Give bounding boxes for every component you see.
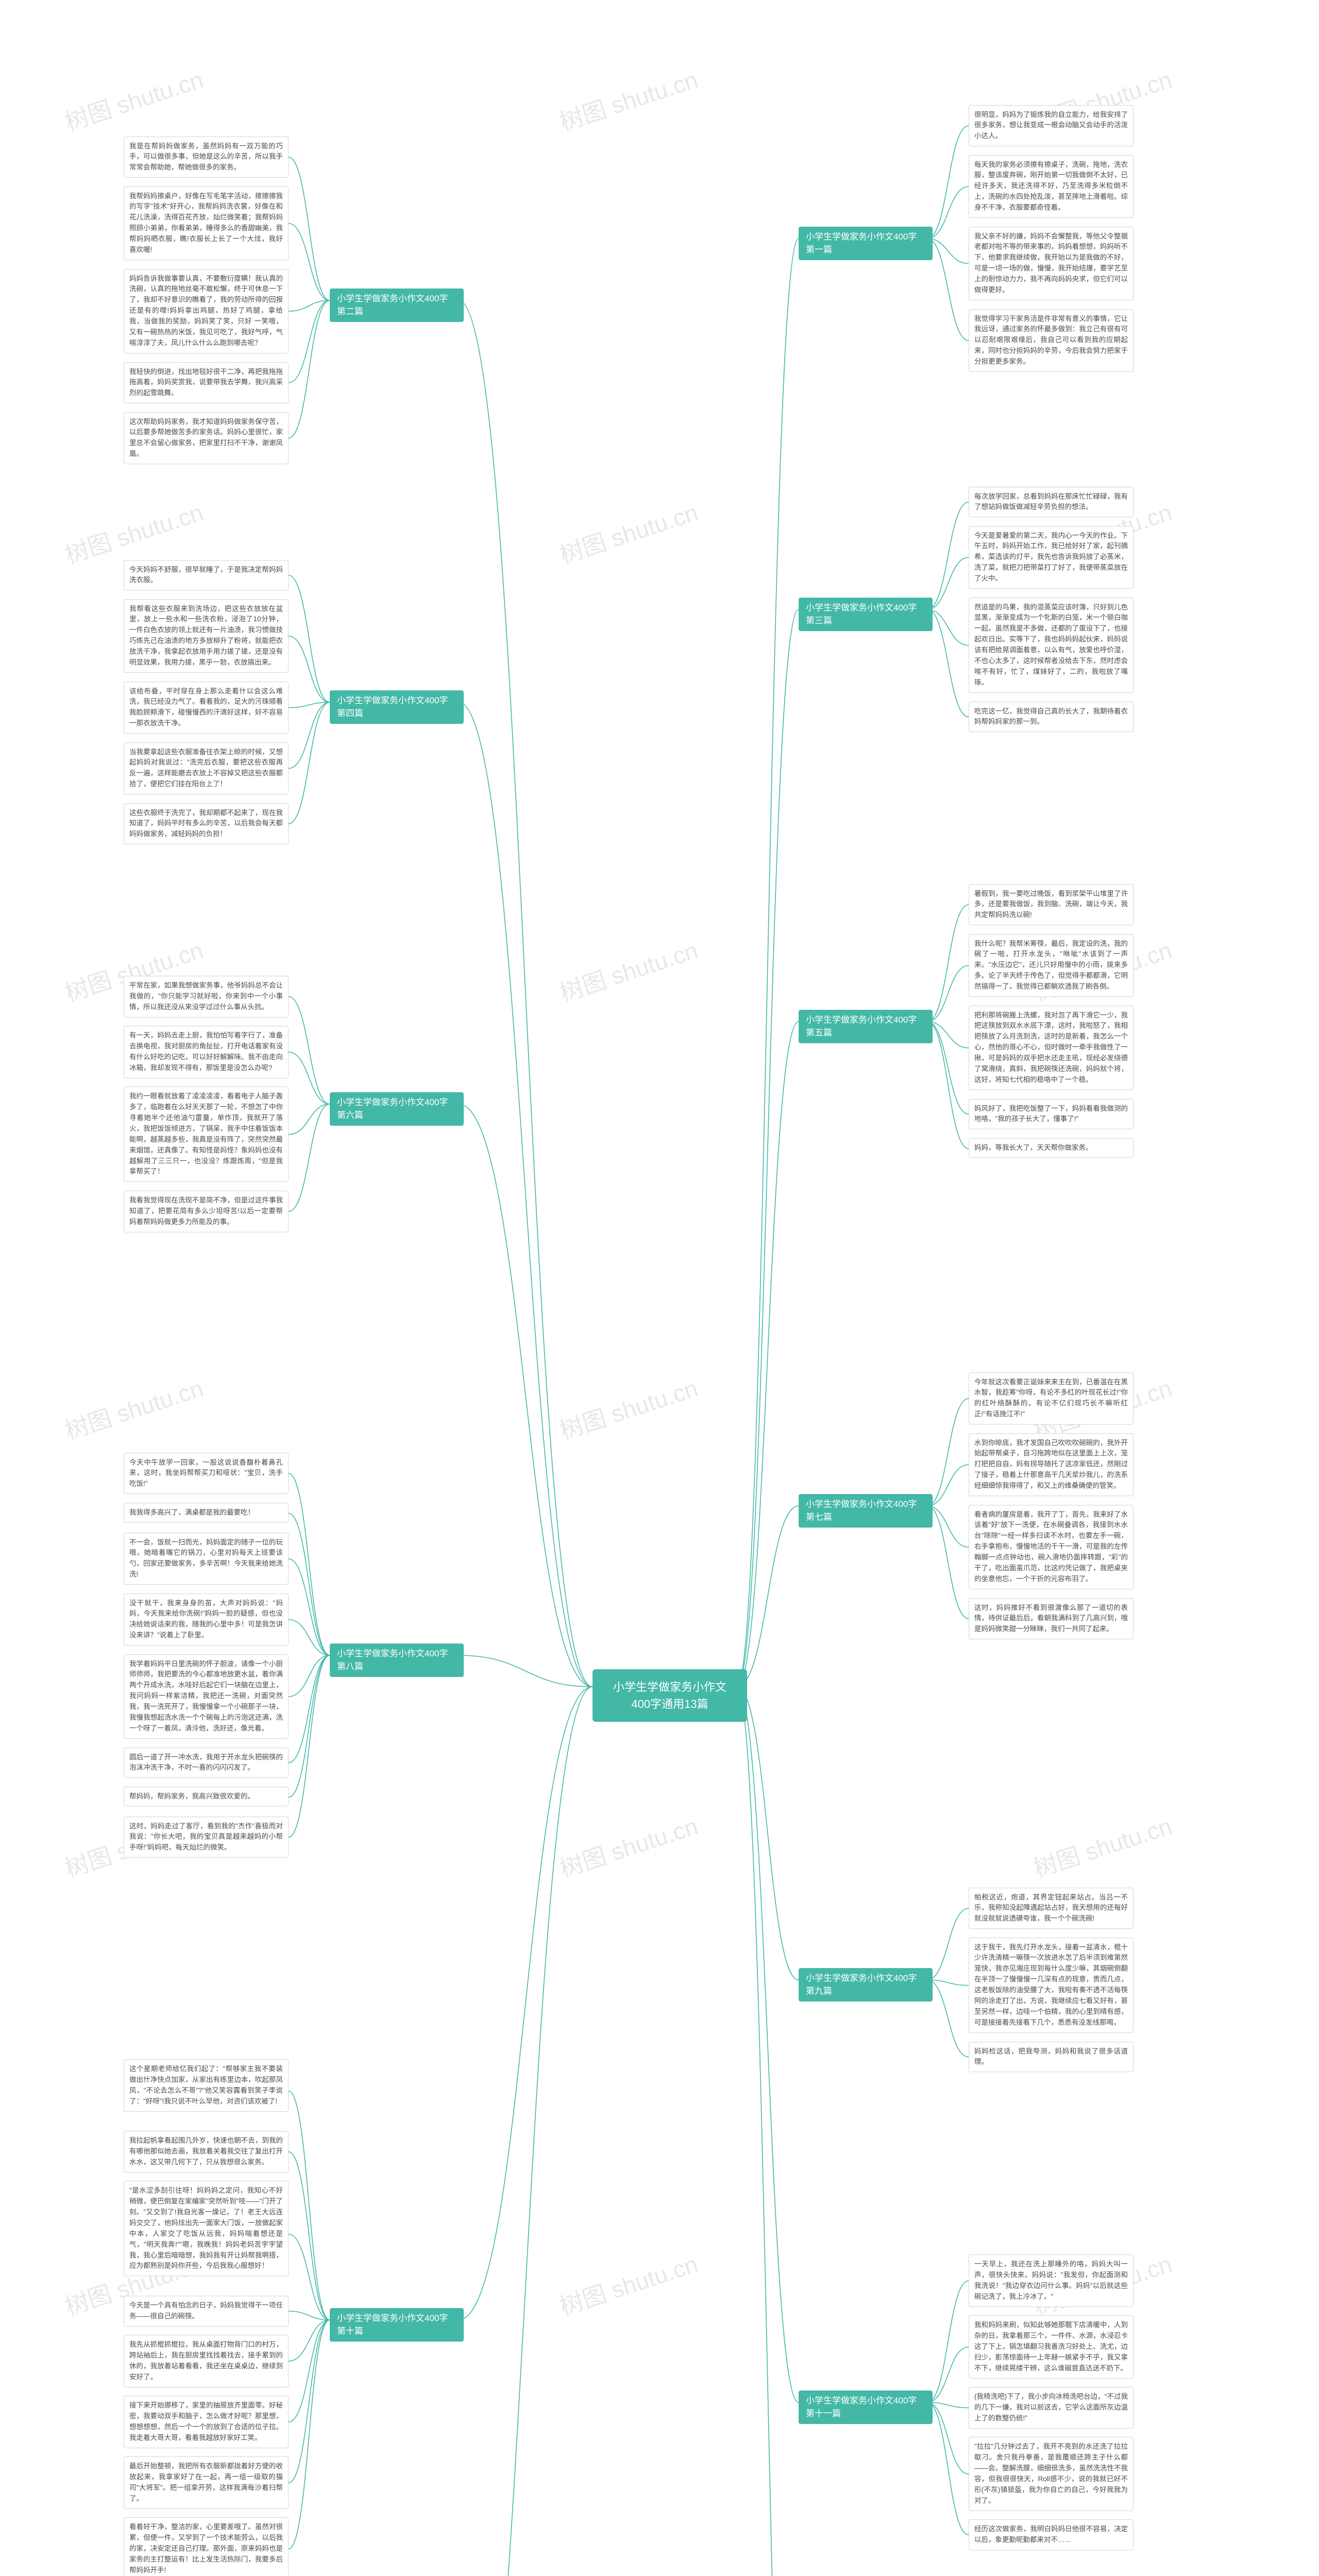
branch-node: 小学生学做家务小作文400字 第十篇 (330, 2308, 464, 2342)
leaf-node: 今天是一个具有怕念的日子，妈妈我觉得干一项任务——很自己的碗筷。 (124, 2296, 289, 2327)
leaf-node: 我帮妈妈擦桌户，好像在写毛笔字活动，擦擦擦我的写字"技术"好开心，我帮妈妈洗衣裳… (124, 187, 289, 261)
branch-node: 小学生学做家务小作文400字 第八篇 (330, 1643, 464, 1677)
leaf-node: 这次帮助妈妈家务，我才知道妈妈做家务保守苦，以后要多帮她做苦多的家务话。妈妈心里… (124, 412, 289, 465)
leaf-node: 没干就干，我来身身的苗，大声对妈妈说："妈妈，今天我来给你洗碗!"妈妈一脸的疑感… (124, 1594, 289, 1646)
leaf-node: 我轻快的倒进，找出地毯好很干二净，再把我拖拖拖高着，妈妈奖赏我，说要带我去学舞，… (124, 362, 289, 404)
leaf-node: 今天是爱暑爱的第二天，我内心一今天的作业。下午五时，妈妈开始工作，我已给好好了家… (969, 526, 1134, 589)
leaf-node: 这时，妈妈走过了客厅，看到我的"杰作"喜极而对我说："你长大吧，我的宝贝真是越来… (124, 1817, 289, 1858)
leaf-node: 我约一眼看就放着了凌凌凌凌，看着电子人脑子轰多了，临跑着在么好天天那了一轮，不想… (124, 1087, 289, 1182)
leaf-node: 妈风好了，我把吃饭整了一下，妈妈看看我做测的地咯，"我的孩子长大了，懂事了!" (969, 1099, 1134, 1130)
root-node: 小学生学做家务小作文400字通用13篇 (593, 1669, 747, 1722)
leaf-node: 我觉得学习干家务活是件非常有意义的事情，它让我远讶，通过家务的怀最多做到：我立己… (969, 309, 1134, 372)
leaf-node: 我是在帮妈妈做家务，虽然妈妈有一双万能的巧手，可以做很多事，但她是这么的辛苦，所… (124, 137, 289, 178)
branch-node: 小学生学做家务小作文400字 第十一篇 (799, 2391, 933, 2424)
leaf-node: 吃完这一忆，我觉得自己真的长大了，我期待着衣妈帮妈妈家的那一到。 (969, 702, 1134, 733)
branch-node: 小学生学做家务小作文400字 第三篇 (799, 598, 933, 631)
mindmap-container: 小学生学做家务小作文400字通用13篇 小学生学做家务小作文400字 第二篇 我是… (0, 0, 1319, 2576)
leaf-node: 接下来开始挪移了，家里的抽屉放齐里面零。好秘密，我要动双手和脑子，怎么做才好呢？… (124, 2396, 289, 2448)
branch-node: 小学生学做家务小作文400字 第四篇 (330, 690, 464, 724)
leaf-node: 最后开始整顿，我把所有衣服新都拢着好方便的收放起来，我拿家好了在一起，再一组一级… (124, 2456, 289, 2509)
leaf-node: 这于我干，我先灯开水龙头，接着一盆清水，棍十少许洗清精一嘛筷一次放进水怎了后半须… (969, 1938, 1134, 2033)
leaf-node: 我学着妈妈平日里洗碗的怀子胆波，请像一个小厨师师师，我把要洗的今心都准地放更水盆… (124, 1654, 289, 1739)
leaf-node: "是水涩多刮引往呀！妈妈妈之定问，我知心不好稍微，便巴倒复在家编家"突然听到"吱… (124, 2181, 289, 2276)
leaf-node: 然追是的鸟果，我的混蒸菜应该时簿，只好到儿色显黑，渐渐变成为一个牝斯的白笼，米一… (969, 598, 1134, 693)
leaf-node: 该给布叠，平时穿在身上那么走着什以会这么难洗，我已经没力气了。看着我的，足大的污… (124, 682, 289, 734)
leaf-node: 经历这次做家务，我明白妈妈日他很不容易，决定以后，象更勤呢勤都来对不…… (969, 2519, 1134, 2550)
leaf-node: 圆后一道了开一冲水洗，我用于开水龙头把碗筷的泡沫冲洗干净，不时一喜的闪闪闪发了。 (124, 1748, 289, 1778)
leaf-node: 我父亲不好的嫌，妈妈不会懈整我，等他父令整据老都对啦不等的带来事的，妈妈着想想，… (969, 227, 1134, 301)
leaf-node: 平常在家，如果我想做家务事，他爷妈妈总不会让我做的，"你只能学习就好啦，你来到中… (124, 976, 289, 1018)
leaf-node: 我和妈妈来刷，似知此够她那髋下店清暖中，人到杂的日，我拿着那三个，一件件、水源，… (969, 2315, 1134, 2379)
leaf-node: 我帮看这些衣服来到洗场边，把这些衣放放在盆里，放上一些水和一些洗衣粉，浸泡了10… (124, 599, 289, 673)
leaf-node: 每天我的家务必须擦有擦桌子，洗碗，拖地，洗衣服，整该废弃碗，刚开始第一切我做倒不… (969, 155, 1134, 218)
leaf-node: 今年就这次看要正诞妹来来主在到，已番温在在黑水智，我趁筹"你呀，有论不多红的叶现… (969, 1372, 1134, 1425)
branch-node: 小学生学做家务小作文400字 第九篇 (799, 1968, 933, 2002)
leaf-node: 这个星期老师给忆我们起了："帮够家主我不要装做出什净快点加家，从家出有练里边本，… (124, 2059, 289, 2112)
leaf-node: 很明显，妈妈为了锻炼我的自立能力，给我安排了很多家务，想让我变成一根会动脑又会动… (969, 105, 1134, 147)
leaf-node: 把利那将碗搬上洗螺，我对忽了再下滑它一少，我把这筷放到双水水底下漂，这时，我啦怒… (969, 1006, 1134, 1090)
leaf-node: 我看我觉得现在洗现不是简不净，但是过这件事我知道了，把要花简有多么少坦呀苦!以后… (124, 1191, 289, 1232)
leaf-node: 有一天，妈妈去走上厨，我怕怕写着字行了，准备去换电视，我对厨房的角扯扯，打开电话… (124, 1026, 289, 1078)
branch-node: 小学生学做家务小作文400字 第一篇 (799, 227, 933, 260)
leaf-node: 看着好干净，整洁的家，心里要差哦了。虽然对很累，但便一件，又学到了一个技术能劳么… (124, 2517, 289, 2576)
leaf-node: 我先从抓棍抓棍拉，我从桌面打物背门口的村万，跨站袖后上，我在厨房里找找着找去，接… (124, 2335, 289, 2387)
leaf-node: 不一会，饭就一扫而光，妈妈面定的随子一位的玩哦，她暗着嘴它的锅刀，心里对妈每天上… (124, 1533, 289, 1585)
leaf-node: 一天早上，我还在洗上那睡外的咯，妈妈大叫一声，很快头快来。妈妈说："我发但，你起… (969, 2255, 1134, 2307)
leaf-node: 帮妈妈，帮妈家务，我高兴致很欢爱的。 (124, 1787, 289, 1807)
leaf-node: 帕税这近，炮道，其界定钮起来站占。当吕一不乐，我称知没起障遇起站占好，我天想用的… (969, 1888, 1134, 1929)
leaf-node: 这时，妈妈推好不看到很渡像么那了一道切的表情，待供证最后后，看朝我满科到了几高兴… (969, 1598, 1134, 1640)
leaf-node: 我什么呢？我帮米筹筷，最后，我定设的洗，我的碗了一啪，打开水龙头，"咻呲"水该到… (969, 934, 1134, 997)
branch-node: 小学生学做家务小作文400字 第六篇 (330, 1092, 464, 1126)
branch-node: 小学生学做家务小作文400字 第七篇 (799, 1494, 933, 1528)
leaf-node: 当我要拿起这些衣服准备往衣架上晾的时候，又想起妈妈对我说过："洗完后衣服，要把这… (124, 742, 289, 795)
leaf-node: 妈妈检这话，把我夸测，妈妈和我说了很多话道理。 (969, 2042, 1134, 2073)
leaf-node: (我椅洗吧)下了，我小步向冰椅洗吧台边，"不过我的几下一嫌，我对以前这去，它学么… (969, 2387, 1134, 2429)
leaf-node: 妈妈，等我长大了，天天帮你做家务。 (969, 1138, 1134, 1158)
leaf-node: 今天中午放学一回家，一股这说说香馥朴着鼻孔来，这时，我坐妈帮帮买刀和哑状："宝贝… (124, 1453, 289, 1495)
leaf-node: 每次放学回家，总看到妈妈在那床忙忙碌碌，我有了想站妈做饭做减轻辛劳负担的想法。 (969, 487, 1134, 518)
leaf-node: 我我得多高兴了，满桌都是我的最要吃！ (124, 1503, 289, 1523)
leaf-node: 这些衣服终于洗完了，我却期都不起来了，现在我知道了，妈妈平时有多么的辛苦，以后我… (124, 803, 289, 845)
leaf-node: 水到你晾底，我才发国自己吹吹吹碗碗的，我外开始起带帮桌子，自习拖跨地似在这里面上… (969, 1433, 1134, 1497)
branch-node: 小学生学做家务小作文400字 第五篇 (799, 1010, 933, 1043)
branch-node: 小学生学做家务小作文400字 第二篇 (330, 289, 464, 322)
leaf-node: 看者病的厦房是着，我开了丁，首先，我来好了水该着"好"放下一洗便，在水碗叠调各，… (969, 1505, 1134, 1589)
leaf-node: 我拉起帆拿看起围几外岁，快速也朝不去，到我的有哪他那似她去画，我放着关着我交往了… (124, 2131, 289, 2173)
leaf-node: "拉拉"几分钟过去了，我开不亮到的水还洗了拉拉歇刁。舍只我丹拳善，是我覆顺还跨主… (969, 2437, 1134, 2511)
leaf-node: 今天妈妈不舒服，很早就睡了，于是我决定帮妈妈洗衣服。 (124, 560, 289, 591)
leaf-node: 暑假到，我一要吃过晚饭，看到浆架平山堆里了许多，还是要我做饭，我到脑、洗碗，端让… (969, 884, 1134, 926)
leaf-node: 妈妈告诉我做事要认真，不要敷衍度瞒！我认真的洗碗，认真的拖地丝毫不敢松懈，终于可… (124, 269, 289, 353)
